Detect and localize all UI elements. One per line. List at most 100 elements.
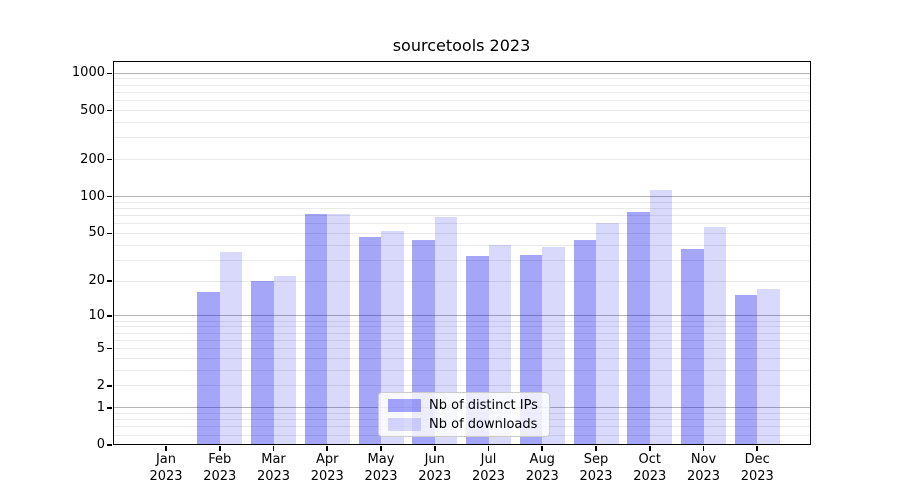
bar-distinct-ips	[358, 237, 382, 445]
y-tick	[106, 109, 112, 112]
x-tick-label: Apr 2023	[310, 452, 344, 484]
bar-distinct-ips	[251, 280, 274, 445]
y-gridline-minor	[113, 385, 810, 387]
bar-downloads	[703, 226, 727, 445]
y-tick-label: 10	[88, 307, 105, 323]
y-gridline-minor	[113, 259, 810, 261]
y-tick	[106, 280, 112, 282]
bar-downloads	[757, 288, 780, 445]
chart-title: sourcetools 2023	[392, 36, 531, 55]
y-tick	[106, 158, 112, 161]
y-gridline-minor	[113, 201, 810, 203]
x-tick	[380, 445, 382, 451]
legend-swatch-downloads	[388, 417, 421, 431]
y-gridline-minor	[113, 332, 810, 334]
bar-downloads	[219, 251, 243, 445]
y-tick-label: 2	[96, 377, 105, 393]
y-gridline-minor	[113, 91, 810, 93]
x-tick-label: Dec 2023	[740, 452, 774, 484]
y-gridline-major	[113, 315, 810, 317]
bar-downloads	[381, 230, 404, 445]
x-tick	[218, 445, 221, 451]
bar-downloads	[649, 189, 673, 445]
x-tick-label: Jan 2023	[149, 452, 183, 484]
y-tick	[106, 385, 112, 387]
legend: Nb of distinct IPs Nb of downloads	[378, 392, 550, 437]
bar-downloads	[434, 217, 458, 445]
y-gridline-minor	[113, 232, 810, 234]
y-gridline-minor	[113, 109, 810, 111]
y-gridline-minor	[113, 326, 810, 328]
y-tick	[106, 195, 112, 198]
x-tick-label: Oct 2023	[633, 452, 667, 484]
y-tick-label: 1000	[71, 65, 105, 81]
x-tick	[272, 445, 275, 451]
x-tick-label: Jun 2023	[418, 452, 452, 484]
x-tick-label: Nov 2023	[686, 452, 721, 484]
legend-row-downloads: Nb of downloads	[388, 417, 540, 432]
x-tick-label: Aug 2023	[525, 452, 559, 484]
y-gridline-minor	[113, 137, 810, 139]
y-tick	[106, 406, 112, 409]
bar-downloads	[327, 214, 350, 445]
y-tick	[106, 444, 112, 446]
x-tick	[541, 445, 544, 451]
y-gridline-minor	[113, 121, 810, 123]
bar-distinct-ips	[681, 248, 704, 445]
y-gridline-minor	[113, 280, 810, 282]
y-gridline-minor	[113, 244, 810, 246]
x-tick-label: Sep 2023	[579, 452, 613, 484]
y-gridline-minor	[113, 369, 810, 371]
y-tick-label: 200	[80, 151, 105, 167]
plot-area	[112, 61, 811, 445]
x-tick	[326, 445, 329, 451]
y-gridline-minor	[113, 78, 810, 80]
x-tick-label: May 2023	[364, 452, 398, 484]
y-tick-label: 20	[88, 273, 105, 289]
x-tick	[165, 445, 167, 451]
y-tick-label: 1	[96, 399, 105, 415]
y-tick-label: 5	[96, 340, 105, 356]
y-gridline-minor	[113, 348, 810, 349]
y-tick	[106, 232, 112, 235]
y-gridline-major	[113, 196, 810, 198]
y-gridline-minor	[113, 339, 810, 341]
y-gridline-minor	[113, 223, 810, 225]
legend-swatch-distinct-ips	[388, 398, 421, 412]
bar-distinct-ips	[304, 214, 328, 445]
x-tick-label: Jul 2023	[471, 452, 506, 484]
bar-distinct-ips	[197, 291, 220, 445]
legend-label-distinct-ips: Nb of distinct IPs	[429, 397, 538, 413]
y-gridline-minor	[113, 215, 810, 217]
y-gridline-minor	[113, 207, 810, 209]
legend-label-downloads: Nb of downloads	[429, 416, 538, 432]
y-gridline-minor	[113, 159, 810, 161]
y-gridline-minor	[113, 357, 810, 359]
y-gridline-minor	[113, 100, 810, 102]
x-tick-label: Feb 2023	[203, 452, 237, 484]
x-tick	[487, 445, 490, 451]
y-tick-label: 50	[88, 225, 105, 241]
x-tick-label: Mar 2023	[256, 452, 291, 484]
y-tick-label: 500	[80, 102, 105, 118]
y-tick-label: 0	[96, 437, 105, 452]
x-tick	[433, 445, 436, 451]
y-gridline-minor	[113, 320, 810, 322]
bar-distinct-ips	[627, 212, 650, 445]
x-tick	[648, 445, 651, 451]
legend-row-distinct-ips: Nb of distinct IPs	[388, 398, 540, 413]
y-gridline-major	[113, 72, 810, 74]
y-tick-label: 100	[80, 188, 105, 204]
bar-downloads	[273, 275, 297, 445]
y-gridline-minor	[113, 84, 810, 86]
y-tick	[106, 347, 112, 350]
x-tick	[756, 445, 759, 451]
bar-downloads	[596, 223, 619, 445]
x-tick	[702, 445, 705, 451]
x-tick	[595, 445, 597, 451]
bar-distinct-ips	[573, 239, 597, 445]
bar-distinct-ips	[734, 295, 758, 445]
y-tick	[106, 72, 112, 75]
y-tick	[106, 315, 112, 317]
